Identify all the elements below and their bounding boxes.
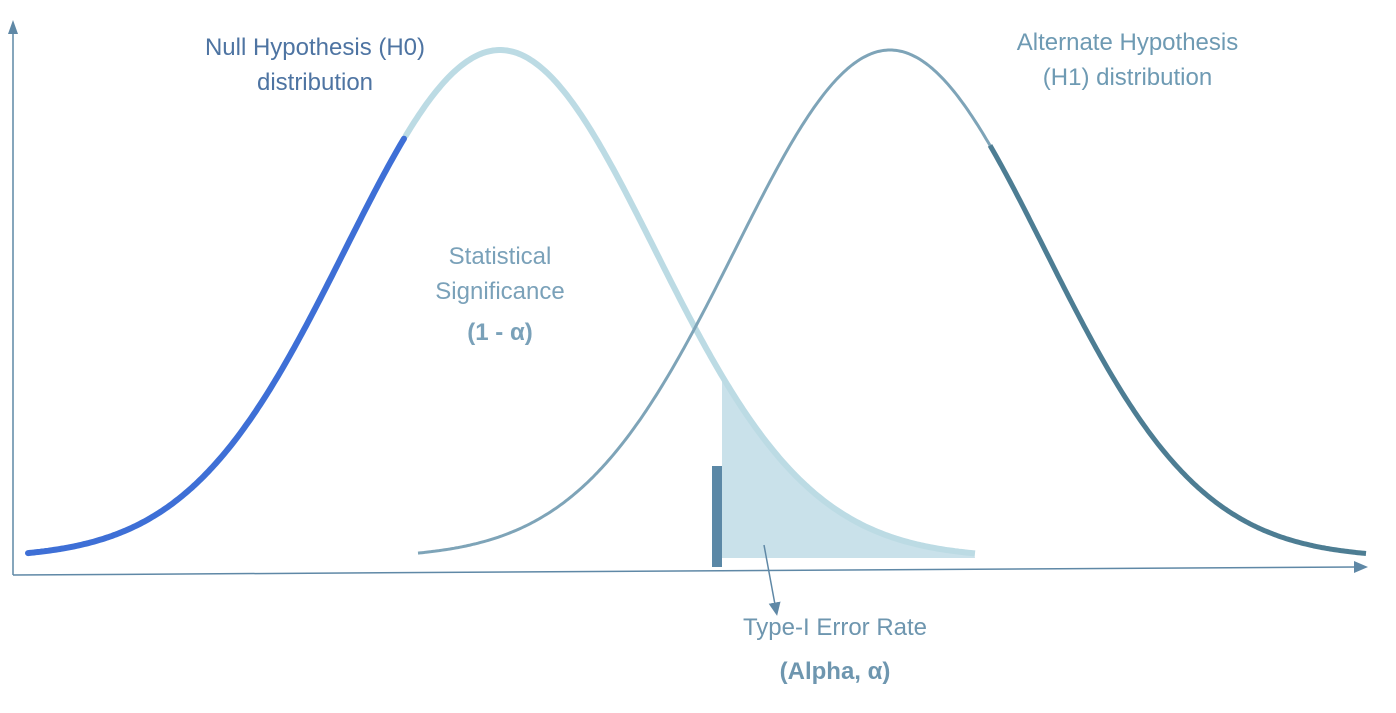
x-axis	[12, 566, 1357, 576]
critical-value-bar	[712, 466, 722, 567]
alpha-region	[722, 375, 975, 558]
x-axis-arrowhead	[1354, 561, 1368, 573]
type1-error-label: Type-I Error Rate (Alpha, α)	[705, 610, 965, 689]
statistical-significance-line1: Statistical	[448, 243, 552, 270]
alternate-hypothesis-label-line2: (H1) distribution	[1042, 64, 1213, 91]
alternate-hypothesis-label-line1: Alternate Hypothesis	[1016, 29, 1239, 56]
null-hypothesis-label-line1: Null Hypothesis (H0)	[204, 34, 426, 61]
null-hypothesis-label: Null Hypothesis (H0) distribution	[170, 30, 460, 100]
alternate-hypothesis-label: Alternate Hypothesis (H1) distribution	[980, 25, 1275, 95]
alternate-distribution-curve	[417, 48, 992, 555]
alternate-distribution-right-tail	[987, 144, 1367, 556]
statistical-significance-line2: Significance	[435, 278, 565, 305]
y-axis-arrowhead	[8, 20, 18, 34]
null-distribution-curve	[402, 47, 976, 557]
type1-error-label-line2: (Alpha, α)	[779, 658, 891, 685]
null-hypothesis-label-line2: distribution	[256, 69, 374, 96]
statistical-significance-label: Statistical Significance (1 - α)	[395, 239, 605, 350]
type1-error-label-line1: Type-I Error Rate	[742, 614, 928, 641]
statistical-significance-formula: (1 - α)	[467, 319, 533, 346]
null-distribution-left-tail	[25, 135, 407, 557]
type1-pointer-arrow	[763, 544, 781, 616]
